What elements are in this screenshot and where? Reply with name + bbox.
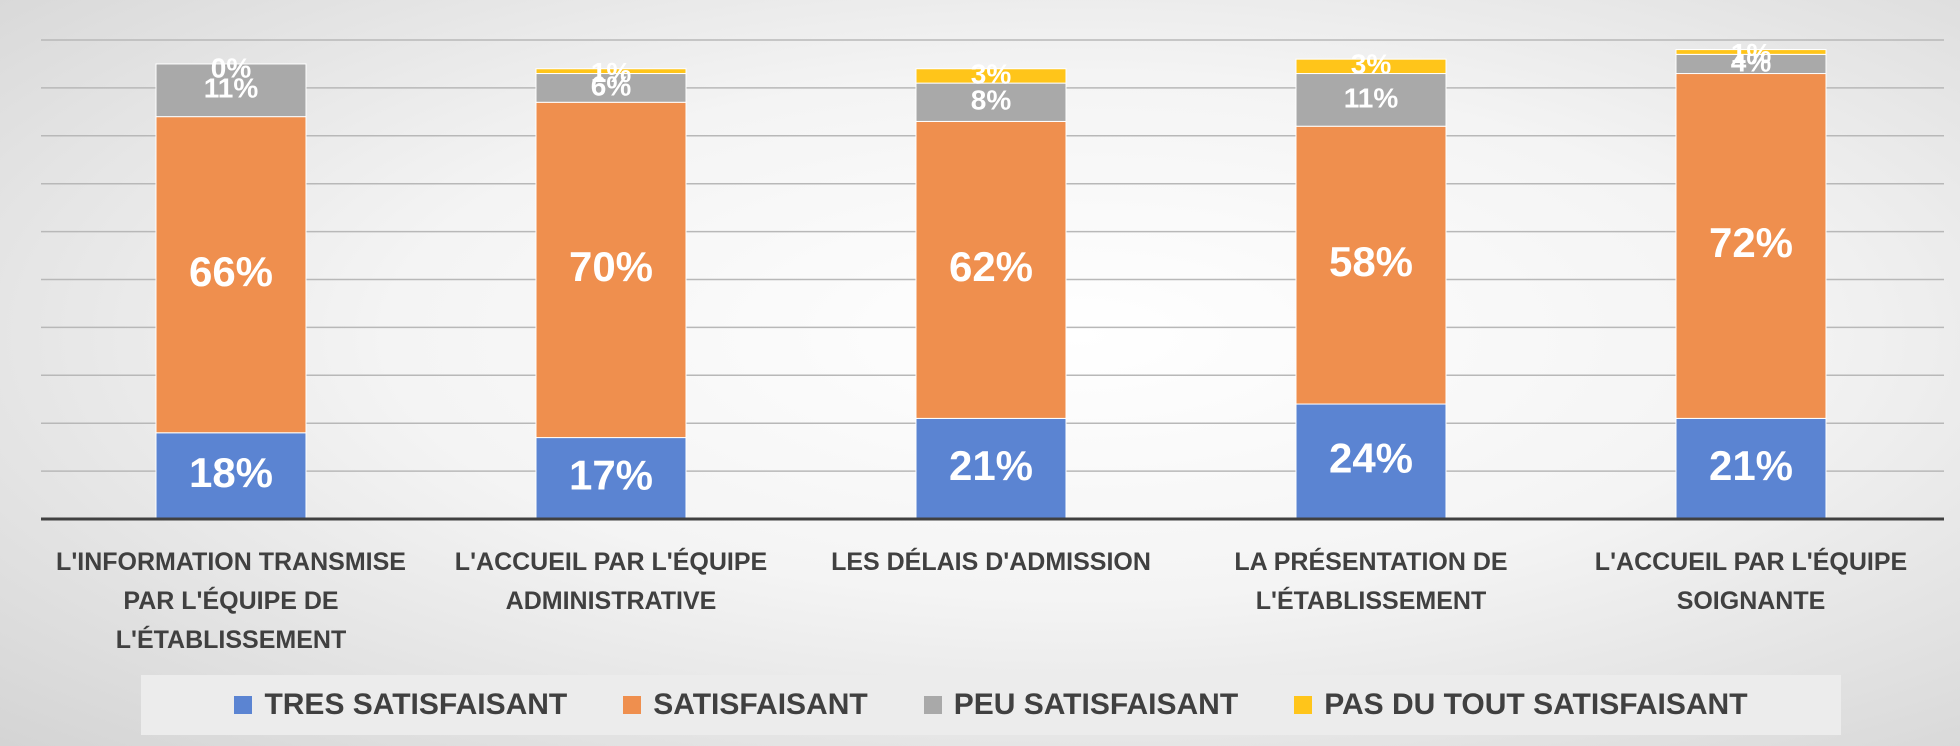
bar-segment bbox=[535, 73, 687, 103]
data-label: 62% bbox=[949, 243, 1033, 290]
data-label: 11% bbox=[1344, 82, 1399, 113]
data-label: 8% bbox=[971, 85, 1012, 116]
legend: TRES SATISFAISANT SATISFAISANT PEU SATISFA… bbox=[141, 675, 1841, 735]
data-label: 21% bbox=[949, 442, 1033, 489]
data-label: 24% bbox=[1329, 435, 1413, 482]
data-label: 72% bbox=[1709, 219, 1793, 266]
bar-segment bbox=[535, 437, 687, 520]
bar-segment bbox=[1675, 73, 1827, 419]
legend-label: TRES SATISFAISANT bbox=[264, 688, 568, 721]
legend-item: TRES SATISFAISANT bbox=[234, 688, 567, 722]
bar-segment bbox=[535, 68, 687, 75]
bar-segment bbox=[915, 417, 1067, 520]
data-label: 3% bbox=[971, 58, 1012, 89]
legend-swatch bbox=[234, 696, 253, 714]
data-label: 0% bbox=[211, 52, 252, 83]
legend-swatch bbox=[923, 696, 942, 714]
bar-segment bbox=[915, 82, 1067, 122]
bar-segment bbox=[1675, 49, 1827, 55]
legend-item: PAS DU TOUT SATISFAISANT bbox=[1294, 688, 1748, 722]
data-label: 70% bbox=[569, 243, 653, 290]
x-tick-label: L'INFORMATION TRANSMISE PAR L'ÉQUIPE DE … bbox=[56, 548, 406, 654]
x-tick-label: LES DÉLAIS D'ADMISSION bbox=[831, 548, 1151, 576]
legend-swatch bbox=[623, 696, 642, 714]
bar-segment bbox=[155, 116, 307, 434]
legend-label: PAS DU TOUT SATISFAISANT bbox=[1324, 688, 1748, 721]
legend-item: PEU SATISFAISANT bbox=[923, 688, 1239, 722]
x-tick-label: L'ACCUEIL PAR L'ÉQUIPE ADMINISTRATIVE bbox=[454, 548, 768, 615]
data-label: 58% bbox=[1329, 238, 1413, 285]
data-label: 17% bbox=[569, 451, 653, 498]
bar-segment bbox=[535, 101, 687, 439]
bar-segment bbox=[155, 63, 307, 118]
data-label: 1% bbox=[591, 57, 632, 88]
bar-segment bbox=[1295, 73, 1447, 127]
data-label: 6% bbox=[591, 70, 632, 101]
x-tick-label: LA PRÉSENTATION DE L'ÉTABLISSEMENT bbox=[1234, 548, 1508, 615]
bar-segment bbox=[1675, 417, 1827, 520]
data-label: 18% bbox=[189, 449, 273, 496]
data-label: 1% bbox=[1731, 38, 1772, 69]
bar-segment bbox=[155, 432, 307, 520]
legend-label: PEU SATISFAISANT bbox=[953, 688, 1239, 721]
bar-segment bbox=[915, 68, 1067, 84]
legend-item: SATISFAISANT bbox=[623, 688, 868, 722]
legend-swatch bbox=[1294, 696, 1313, 714]
data-label: 21% bbox=[1709, 442, 1793, 489]
legend-label: SATISFAISANT bbox=[653, 688, 868, 721]
x-tick-label: L'ACCUEIL PAR L'ÉQUIPE SOIGNANTE bbox=[1594, 548, 1908, 615]
data-label: 66% bbox=[189, 248, 273, 295]
bar-segment bbox=[1295, 125, 1447, 405]
data-label: 11% bbox=[204, 73, 259, 104]
data-label: 3% bbox=[1351, 49, 1392, 80]
bar-segment bbox=[1295, 58, 1447, 75]
bar-segment bbox=[915, 120, 1067, 419]
